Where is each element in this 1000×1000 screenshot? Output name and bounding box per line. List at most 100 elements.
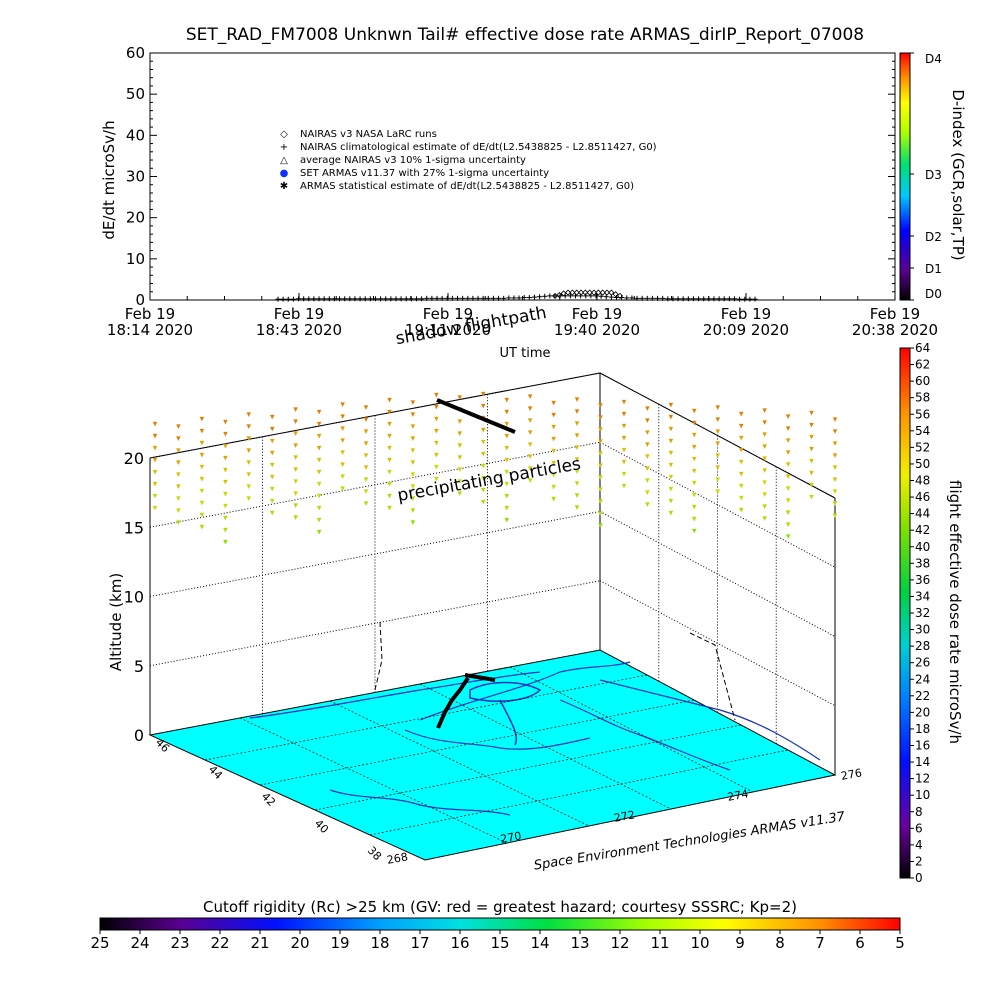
- particle-marker: ▾: [528, 404, 533, 414]
- particle-marker: ▾: [458, 465, 463, 475]
- particle-marker: ▾: [317, 528, 322, 538]
- particle-marker: ▾: [223, 489, 228, 499]
- particle-marker: ▾: [176, 422, 181, 432]
- particle-marker: ▾: [762, 514, 767, 524]
- ground-map-surface: [148, 649, 837, 861]
- top-x-tick-label: 18:43 2020: [256, 321, 342, 339]
- altitude-tick-label: 20: [124, 449, 144, 468]
- particle-marker: ▾: [458, 453, 463, 463]
- particle-marker: ▾: [645, 464, 650, 474]
- particle-marker: ▾: [317, 504, 322, 514]
- particle-marker: ▾: [504, 492, 509, 502]
- particle-marker: ▾: [200, 511, 205, 521]
- particle-marker: ▾: [692, 467, 697, 477]
- particle-marker: ▾: [786, 520, 791, 530]
- dose-rate-tick-label: 50: [915, 457, 930, 471]
- dose-rate-tick-label: 18: [915, 722, 930, 736]
- cutoff-rigidity-tick-label: 17: [410, 934, 429, 952]
- particle-marker: ▾: [833, 463, 838, 473]
- particle-marker: ▾: [153, 492, 158, 502]
- particle-marker: ▾: [786, 472, 791, 482]
- particle-marker: ▾: [411, 398, 416, 408]
- dose-rate-colorbar-label: flight effective dose rate microSv/h: [946, 480, 964, 744]
- particle-marker: ▾: [786, 484, 791, 494]
- top-x-tick-label: Feb 19: [721, 305, 771, 323]
- dose-rate-tick-label: 40: [915, 540, 930, 554]
- top-x-tick-label: Feb 19: [572, 305, 622, 323]
- particle-marker: ▾: [247, 446, 252, 456]
- top-y-axis-label: dE/dt microSv/h: [100, 120, 118, 239]
- floor-gridline: [419, 683, 672, 810]
- particle-marker: ▾: [504, 468, 509, 478]
- particle-marker: ▾: [575, 479, 580, 489]
- particle-marker: ▾: [176, 470, 181, 480]
- coastline: [559, 699, 731, 771]
- particle-marker: ▾: [692, 431, 697, 441]
- particle-marker: ▾: [153, 504, 158, 514]
- particle-marker: ▾: [387, 431, 392, 441]
- particle-marker: ▾: [739, 493, 744, 503]
- particle-marker: ▾: [504, 420, 509, 430]
- nairas-point: [573, 289, 580, 296]
- particle-marker: ▾: [387, 467, 392, 477]
- top-data-series: [275, 289, 758, 302]
- top-x-tick-label: 18:14 2020: [107, 321, 193, 339]
- particle-marker: ▾: [176, 458, 181, 468]
- particle-marker: ▾: [715, 487, 720, 497]
- particle-marker: ▾: [809, 469, 814, 479]
- particle-marker: ▾: [293, 417, 298, 427]
- dose-rate-tick-label: 56: [915, 407, 930, 421]
- legend-entry: NAIRAS climatological estimate of dE/dt(…: [300, 142, 657, 153]
- particle-marker: ▾: [411, 482, 416, 492]
- dose-rate-tick-label: 10: [915, 788, 930, 802]
- particle-marker: ▾: [223, 501, 228, 511]
- particle-marker: ▾: [434, 391, 439, 401]
- floor-gridline: [314, 724, 742, 811]
- dose-rate-tick-label: 64: [915, 341, 930, 355]
- particle-marker: ▾: [504, 480, 509, 490]
- particle-marker: ▾: [551, 434, 556, 444]
- d-index-colorbar: [899, 52, 911, 301]
- cutoff-rigidity-tick-label: 11: [650, 934, 669, 952]
- particle-marker: ▾: [762, 406, 767, 416]
- cutoff-rigidity-tick-label: 24: [130, 934, 149, 952]
- particle-marker: ▾: [762, 418, 767, 428]
- particle-marker: ▾: [200, 523, 205, 533]
- particle-marker: ▾: [340, 472, 345, 482]
- nairas-point: [608, 289, 615, 296]
- nairas-point: [612, 291, 619, 298]
- particle-marker: ▾: [200, 439, 205, 449]
- particle-marker: ▾: [340, 412, 345, 422]
- dose-rate-tick-label: 8: [915, 805, 923, 819]
- particle-marker: ▾: [528, 416, 533, 426]
- cutoff-rigidity-label: Cutoff rigidity (Rc) >25 km (GV: red = g…: [203, 898, 797, 916]
- particle-marker: ▾: [293, 465, 298, 475]
- particle-marker: ▾: [575, 455, 580, 465]
- dose-rate-tick-label: 14: [915, 755, 930, 769]
- particle-marker: ▾: [364, 463, 369, 473]
- cutoff-rigidity-tick-label: 9: [735, 934, 745, 952]
- dose-rate-tick-label: 12: [915, 772, 930, 786]
- top-x-tick-label: 19:40 2020: [554, 321, 640, 339]
- particle-marker: ▾: [223, 525, 228, 535]
- particle-marker: ▾: [411, 470, 416, 480]
- dose-rate-tick-label: 46: [915, 490, 930, 504]
- dose-rate-tick-label: 16: [915, 739, 930, 753]
- particle-marker: ▾: [809, 481, 814, 491]
- particle-marker: ▾: [434, 427, 439, 437]
- particle-marker: ▾: [458, 489, 463, 499]
- dose-rate-tick-label: 54: [915, 424, 930, 438]
- particle-marker: ▾: [809, 445, 814, 455]
- top-x-tick-label: 20:38 2020: [852, 321, 938, 339]
- cutoff-rigidity-tick-label: 14: [530, 934, 549, 952]
- cutoff-rigidity-tick-label: 15: [490, 934, 509, 952]
- floor-gridline: [259, 699, 695, 786]
- particle-marker: ▾: [223, 417, 228, 427]
- particle-marker: ▾: [200, 451, 205, 461]
- particle-marker: ▾: [786, 436, 791, 446]
- particle-marker: ▾: [575, 407, 580, 417]
- particle-marker: ▾: [669, 460, 674, 470]
- particle-marker: ▾: [340, 436, 345, 446]
- particle-marker: ▾: [504, 516, 509, 526]
